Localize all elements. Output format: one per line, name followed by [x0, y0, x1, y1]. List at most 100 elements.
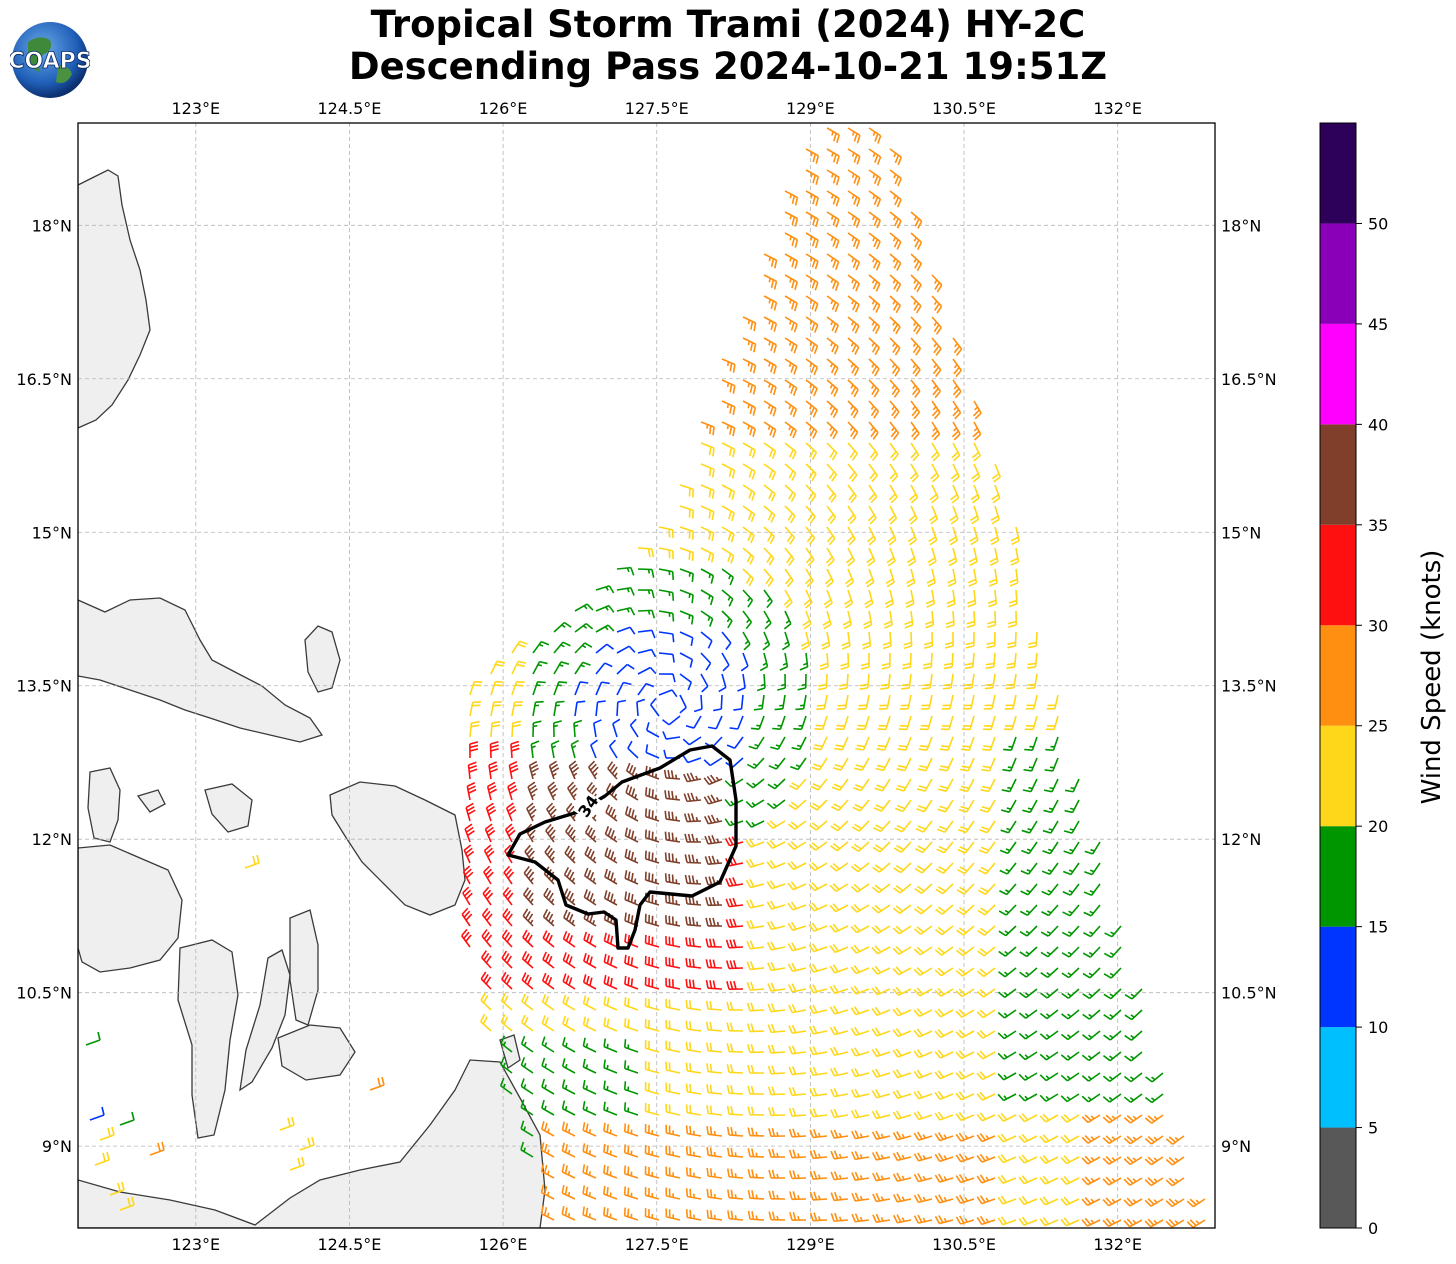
wind-barb: [763, 337, 778, 353]
colorbar-tick-label: 30: [1368, 616, 1388, 635]
wind-barb: [910, 211, 923, 229]
wind-barb: [565, 824, 576, 843]
wind-barb: [763, 316, 778, 332]
wind-barb: [768, 1128, 786, 1138]
wind-barb: [763, 274, 778, 290]
wind-barb: [958, 799, 975, 813]
wind-barb: [747, 1106, 765, 1116]
wind-barb: [944, 631, 954, 649]
wind-barb: [1102, 1093, 1122, 1103]
wind-barb: [645, 744, 660, 759]
wind-barb: [510, 740, 520, 759]
wind-barb: [1060, 1217, 1080, 1227]
wind-barb: [553, 641, 571, 654]
wind-barb: [665, 1187, 681, 1200]
wind-barb: [787, 921, 807, 932]
wind-barb: [826, 190, 840, 207]
wind-barb: [1041, 862, 1059, 876]
wind-barb: [871, 965, 891, 975]
wind-barb: [679, 505, 695, 519]
wind-barb: [968, 547, 978, 567]
wind-barb: [568, 760, 580, 780]
wind-barb: [1009, 568, 1019, 587]
wind-barb: [500, 1056, 513, 1074]
wind-barb: [913, 1049, 933, 1059]
wind-barb: [826, 400, 839, 419]
wind-barb: [527, 781, 538, 801]
wind-barb: [703, 794, 723, 805]
wind-barb: [545, 823, 556, 843]
wind-barb: [488, 761, 498, 780]
wind-barb: [1123, 1093, 1143, 1103]
wind-barb: [888, 484, 898, 504]
wind-barb: [847, 190, 861, 207]
wind-barb: [616, 606, 636, 616]
wind-barb: [856, 715, 870, 731]
wind-barb: [868, 253, 881, 271]
wind-barb: [970, 484, 980, 504]
wind-barb: [511, 640, 528, 654]
wind-barb: [976, 967, 996, 978]
wind-barb: [540, 1184, 555, 1200]
wind-barb: [724, 836, 744, 847]
wind-barb: [1081, 1176, 1101, 1186]
wind-barb: [1000, 799, 1017, 813]
wind-barb: [868, 295, 881, 313]
wind-barb: [867, 505, 877, 525]
wind-barb: [847, 232, 861, 250]
wind-barb: [774, 694, 786, 711]
wind-barb: [89, 1106, 105, 1121]
wind-barb: [809, 1087, 828, 1097]
wind-barb: [644, 1166, 660, 1179]
wind-barb: [684, 833, 702, 843]
wind-barb: [915, 841, 933, 854]
wind-barb: [847, 337, 860, 355]
wind-barb: [871, 1027, 891, 1037]
wind-barb: [665, 1166, 681, 1179]
wind-barb: [788, 1086, 807, 1097]
wind-barb: [504, 823, 516, 843]
wind-barb: [603, 1164, 618, 1179]
wind-barb: [819, 652, 829, 671]
wind-barb: [892, 1027, 912, 1038]
wind-barb: [766, 941, 786, 951]
wind-barb: [582, 1058, 597, 1074]
wind-barb: [935, 862, 954, 874]
wind-barb: [921, 673, 933, 690]
wind-barb: [511, 700, 523, 717]
wind-barb: [562, 952, 576, 969]
wind-barb: [745, 820, 765, 828]
wind-barb: [524, 844, 535, 864]
wind-barb: [485, 802, 497, 822]
wind-barb: [955, 1050, 975, 1060]
wind-barb: [826, 358, 839, 376]
wind-barb: [935, 904, 954, 915]
wind-barb: [644, 787, 660, 801]
wind-barb: [784, 274, 798, 291]
wind-barb: [804, 568, 814, 588]
wind-barb: [763, 421, 777, 438]
wind-barb: [658, 610, 675, 622]
wind-barb: [957, 862, 975, 875]
wind-barb: [847, 421, 859, 440]
wind-barb: [847, 211, 861, 228]
wind-barb: [1082, 988, 1101, 1000]
wind-barb: [746, 1023, 765, 1033]
wind-barb: [850, 904, 870, 913]
wind-barb: [561, 1121, 576, 1137]
wind-barb: [665, 1082, 681, 1095]
wind-barb: [501, 929, 513, 948]
wind-barb: [805, 358, 819, 376]
wind-barb: [976, 1091, 996, 1101]
wind-barb: [1000, 820, 1017, 834]
lon-tick-label-top: 130.5°E: [932, 99, 996, 118]
wind-barb: [465, 802, 476, 822]
wind-barb: [868, 232, 881, 250]
wind-barb: [859, 673, 870, 690]
wind-barb: [480, 1013, 492, 1032]
wind-barb: [1027, 652, 1038, 669]
wind-barb: [707, 715, 723, 730]
wind-barb: [985, 652, 996, 670]
wind-barb: [1062, 883, 1080, 896]
wind-barb: [955, 1070, 975, 1080]
